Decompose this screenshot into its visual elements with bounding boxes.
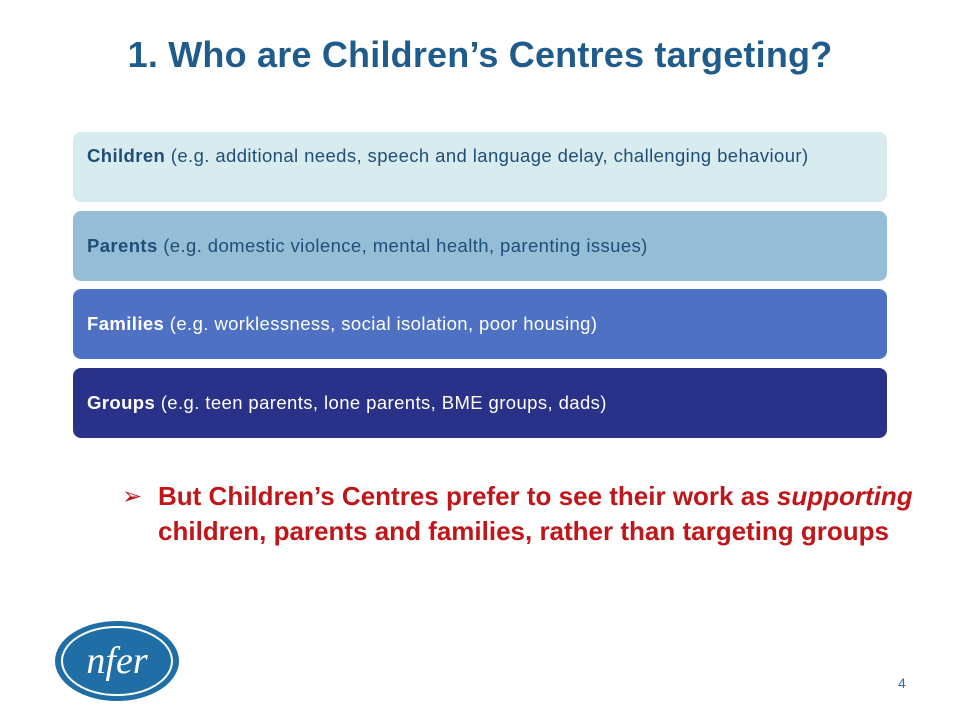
nfer-logo-graphic: nfer <box>55 621 179 701</box>
slide-title: 1. Who are Children’s Centres targeting? <box>127 34 833 75</box>
bar-detail: (e.g. domestic violence, mental health, … <box>157 235 648 256</box>
bar-label: Parents <box>87 235 158 256</box>
target-bar-parents: Parents (e.g. domestic violence, mental … <box>73 211 887 281</box>
bar-label: Groups <box>87 392 156 413</box>
note-part2: children, parents and families, rather t… <box>158 516 890 546</box>
bar-detail: (e.g. teen parents, lone parents, BME gr… <box>155 392 607 413</box>
target-bar-children: Children (e.g. additional needs, speech … <box>73 132 887 202</box>
note-part1: But Children’s Centres prefer to see the… <box>158 481 777 511</box>
logo-wordmark: nfer <box>86 640 147 682</box>
conclusion-note: ➢ But Children’s Centres prefer to see t… <box>122 479 922 549</box>
target-bar-groups: Groups (e.g. teen parents, lone parents,… <box>73 368 887 438</box>
bar-label: Children <box>87 145 166 166</box>
target-bar-families: Families (e.g. worklessness, social isol… <box>73 289 887 359</box>
note-emphasis: supporting <box>776 481 913 511</box>
bar-detail: (e.g. additional needs, speech and langu… <box>165 145 809 166</box>
nfer-logo: nfer <box>52 618 182 704</box>
arrow-bullet-icon: ➢ <box>122 483 143 510</box>
bar-detail: (e.g. worklessness, social isolation, po… <box>164 313 598 334</box>
bar-label: Families <box>87 313 165 334</box>
note-text: But Children’s Centres prefer to see the… <box>158 479 922 549</box>
page-number: 4 <box>898 675 906 691</box>
